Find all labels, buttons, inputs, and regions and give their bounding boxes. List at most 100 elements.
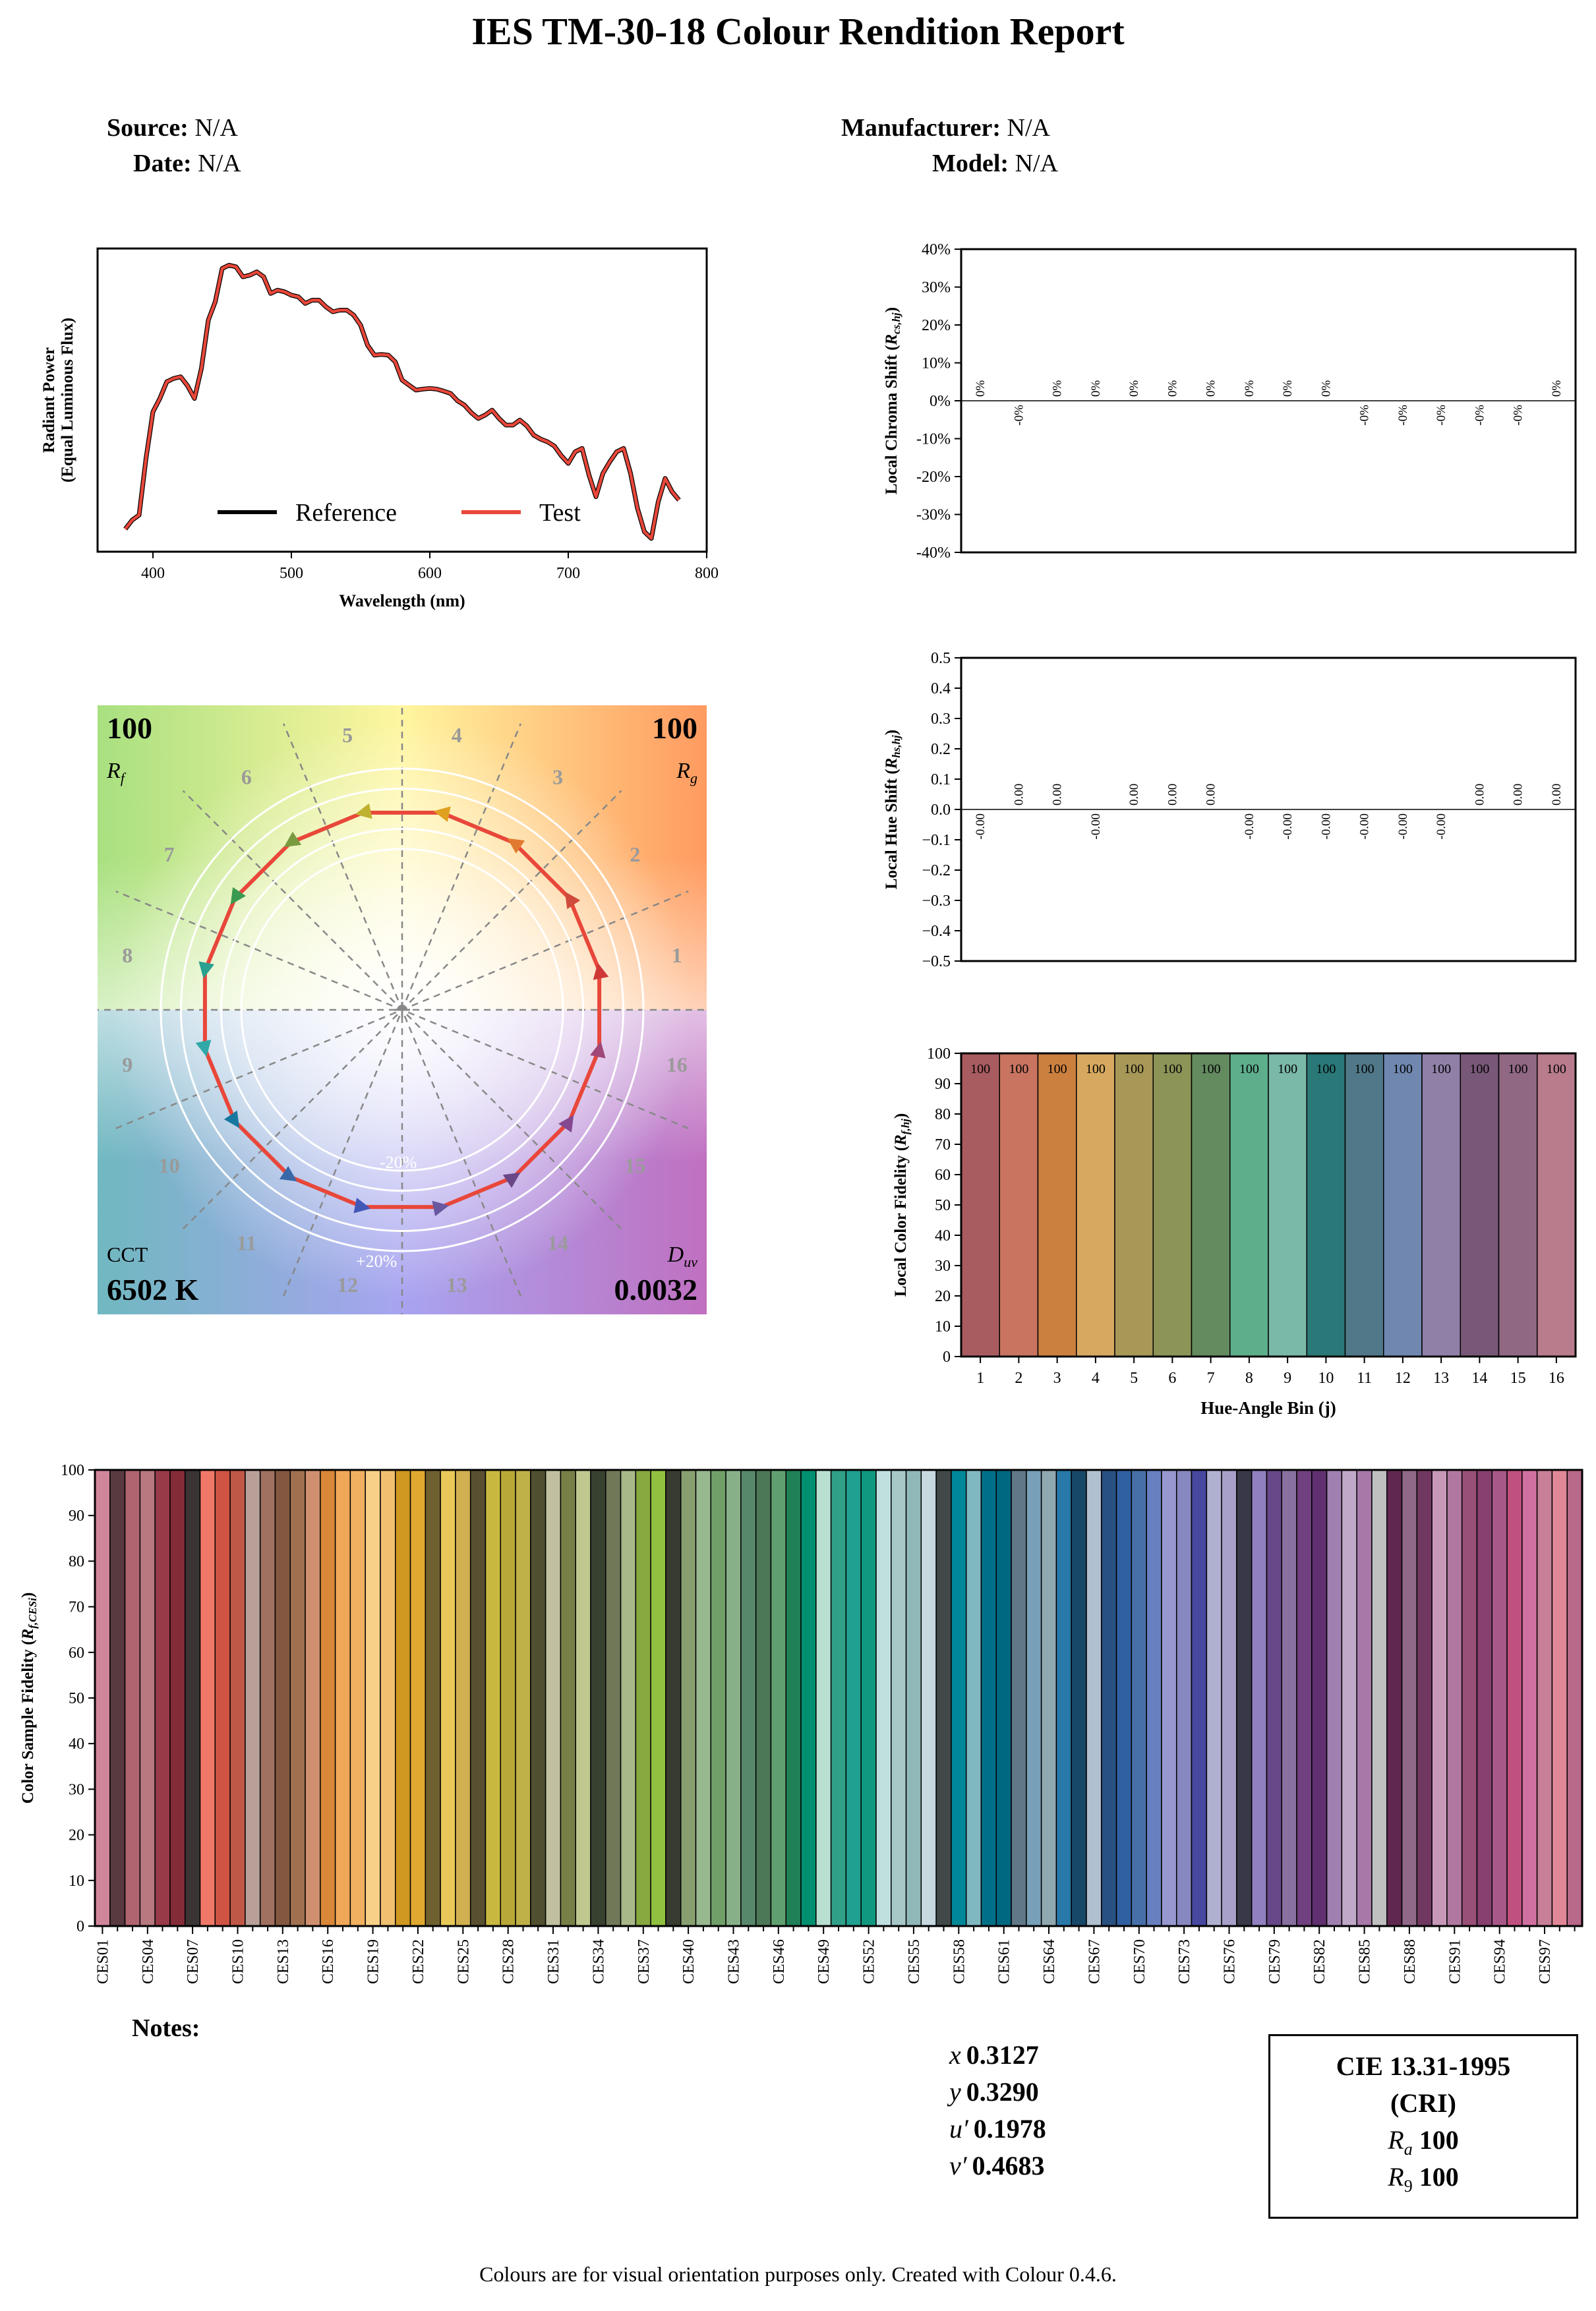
date-value: N/A xyxy=(198,150,241,177)
lcf-y-tick-label: 60 xyxy=(935,1167,951,1184)
csf-bar xyxy=(455,1469,471,1927)
cvg-bin-label: 10 xyxy=(159,1154,180,1177)
csf-bar xyxy=(1026,1469,1042,1927)
csf-y-tick-label: 20 xyxy=(69,1827,84,1844)
hue-shift-bar-label: 0.00 xyxy=(1012,784,1026,805)
lcf-bar-label: 100 xyxy=(1201,1062,1221,1076)
csf-bar xyxy=(1040,1469,1057,1927)
csf-y-tick-label: 60 xyxy=(69,1645,84,1662)
chroma-y-tick-label: -10% xyxy=(916,431,951,448)
csf-bar xyxy=(1161,1469,1177,1927)
hue-shift-y-tick-label: −0.5 xyxy=(922,953,951,970)
lcf-bar xyxy=(1498,1053,1538,1357)
lcf-y-tick-label: 50 xyxy=(935,1197,951,1214)
lcf-bar-label: 100 xyxy=(970,1062,990,1076)
hue-shift-bar-label: -0.00 xyxy=(1319,813,1333,840)
csf-bar xyxy=(1175,1469,1193,1927)
csf-x-tick-label: CES46 xyxy=(771,1939,788,1984)
csf-x-tick-label: CES19 xyxy=(365,1939,382,1984)
csf-bar xyxy=(905,1469,922,1927)
csf-bar xyxy=(1131,1469,1147,1927)
csf-y-axis-label-symbol: R xyxy=(19,1629,37,1641)
lcf-x-tick-label: 2 xyxy=(1015,1370,1022,1387)
lcf-bar-label: 100 xyxy=(1009,1062,1028,1076)
report-title: IES TM-30-18 Colour Rendition Report xyxy=(471,10,1125,53)
lcf-bar-label: 100 xyxy=(1162,1062,1182,1076)
csf-y-axis-label-close: ) xyxy=(19,1593,37,1598)
hue-shift-y-tick-label: −0.2 xyxy=(922,862,951,879)
lcf-x-tick-label: 1 xyxy=(976,1370,984,1387)
hue-shift-bar-label: -0.00 xyxy=(1243,813,1256,840)
lcf-x-tick-label: 3 xyxy=(1053,1370,1061,1387)
hue-shift-bar-label: -0.00 xyxy=(1396,813,1410,840)
csf-y-tick-label: 50 xyxy=(69,1690,84,1707)
csf-y-tick-label: 40 xyxy=(69,1736,84,1753)
cvg-hue-arrow xyxy=(433,806,451,822)
chroma-bar-label: -0% xyxy=(1358,405,1372,426)
csf-bar xyxy=(1281,1469,1297,1927)
csf-bar xyxy=(1551,1469,1568,1927)
csf-x-tick-label: CES04 xyxy=(140,1939,157,1984)
lcf-x-tick-label: 9 xyxy=(1284,1370,1291,1387)
csf-bar xyxy=(1146,1469,1162,1927)
csf-y-axis-label-main: Color Sample Fidelity ( xyxy=(19,1639,37,1803)
cri-ra-label: Ra xyxy=(1388,2125,1413,2159)
csf-x-tick-label: CES10 xyxy=(230,1939,247,1984)
lcf-bar-label: 100 xyxy=(1316,1062,1336,1076)
lcf-bar xyxy=(999,1053,1039,1357)
csf-bar xyxy=(1416,1469,1433,1927)
csf-bar xyxy=(590,1469,606,1927)
csf-bar xyxy=(395,1469,411,1927)
csf-x-tick-label: CES52 xyxy=(861,1939,878,1984)
csf-bar xyxy=(425,1469,441,1927)
lcf-bar xyxy=(1076,1053,1115,1357)
csf-x-tick-label: CES61 xyxy=(996,1939,1013,1984)
lcf-bar-label: 100 xyxy=(1469,1062,1489,1076)
csf-bar xyxy=(785,1469,802,1927)
csf-bar xyxy=(845,1469,862,1927)
csf-x-tick-label: CES31 xyxy=(545,1939,562,1984)
hue-shift-bar-label: -0.00 xyxy=(974,813,988,840)
csf-bar xyxy=(830,1469,847,1927)
chroma-y-axis-label: Local Chroma Shift (Rcs,hj) xyxy=(883,307,902,494)
source-label: Source: xyxy=(107,114,189,142)
csf-bar xyxy=(259,1469,276,1927)
coord-u: u′ 0.1978 xyxy=(949,2111,1121,2148)
coord-v-value: 0.4683 xyxy=(972,2151,1045,2180)
csf-bar xyxy=(1371,1469,1388,1927)
lcf-y-axis-label-symbol: R xyxy=(892,1134,910,1146)
lcf-bar-label: 100 xyxy=(1508,1062,1528,1076)
hue-shift-y-tick-label: 0.3 xyxy=(931,711,951,728)
csf-bar xyxy=(229,1469,246,1927)
lcf-y-tick-label: 30 xyxy=(935,1258,951,1275)
spectral-plot-frame xyxy=(96,247,708,553)
lcf-bar xyxy=(1421,1053,1461,1357)
cvg-hue-arrow xyxy=(558,1115,574,1133)
lcf-x-tick-label: 13 xyxy=(1433,1370,1449,1387)
csf-y-axis-label-subscript: f,CESi xyxy=(26,1598,39,1629)
csf-bar xyxy=(1206,1469,1222,1927)
csf-bar xyxy=(365,1469,381,1927)
chroma-y-tick-label: 10% xyxy=(922,355,951,372)
csf-bar xyxy=(154,1469,171,1927)
csf-bar xyxy=(1086,1469,1102,1927)
cvg-hue-arrow xyxy=(355,803,372,819)
cri-summary-box: CIE 13.31-1995 (CRI) Ra 100 R9 100 xyxy=(1268,2034,1578,2219)
cvg-hue-arrow xyxy=(279,1166,297,1182)
csf-x-tick-label: CES91 xyxy=(1446,1939,1463,1984)
legend-reference-label: Reference xyxy=(295,499,397,527)
csf-bar xyxy=(500,1469,516,1927)
hue-y-axis-label-main: Local Hue Shift ( xyxy=(883,769,901,889)
csf-bar xyxy=(1071,1469,1087,1927)
csf-bar xyxy=(1461,1469,1478,1927)
chroma-bar-label: 0% xyxy=(1550,380,1564,397)
csf-bar xyxy=(665,1469,682,1927)
csf-bar xyxy=(1011,1469,1027,1927)
colour-sample-fidelity-chart: 0 10 20 30 40 50 60 70 80 90 100 CES01 CES04 CES07 CE… xyxy=(19,1462,1583,1984)
lcf-bar-label: 100 xyxy=(1278,1062,1297,1076)
rg-label-symbol: R xyxy=(676,759,690,783)
csf-bar xyxy=(875,1469,892,1927)
csf-bar xyxy=(1522,1469,1538,1927)
csf-bar xyxy=(1191,1469,1208,1927)
model-label: Model: xyxy=(932,150,1009,177)
